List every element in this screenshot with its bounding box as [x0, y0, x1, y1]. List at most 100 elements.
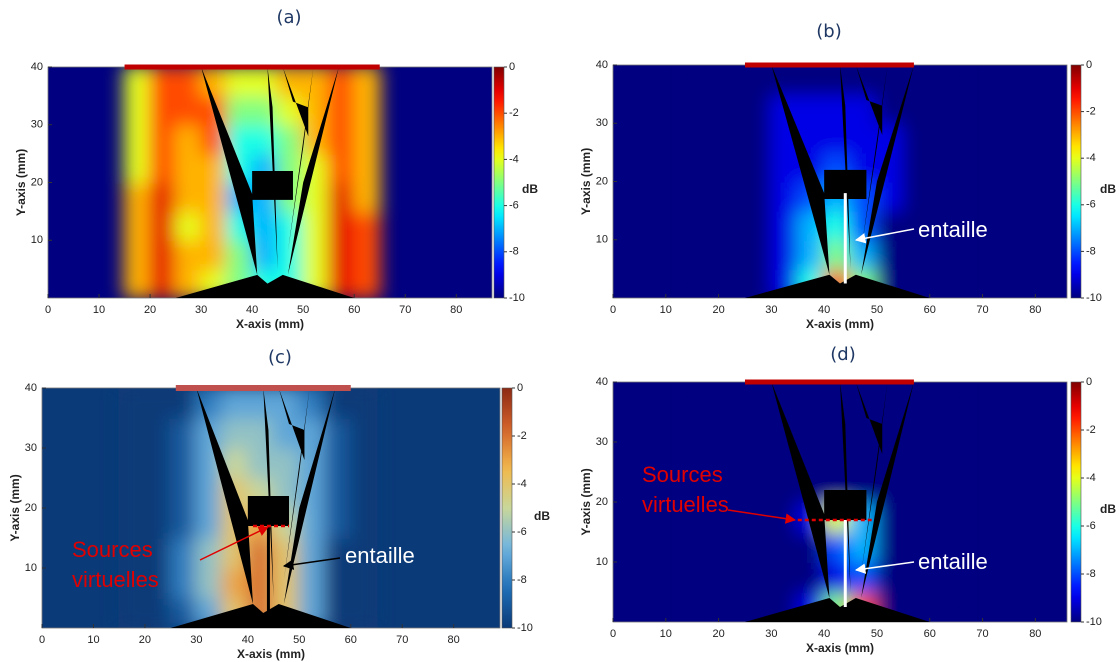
- heatmap-cell: [796, 238, 826, 270]
- x-tick-label: 30: [195, 304, 207, 316]
- heatmap-cell: [691, 267, 720, 298]
- heatmap-cell: [717, 93, 746, 125]
- heatmap-cell: [298, 388, 327, 419]
- heatmap-cell: [349, 417, 378, 449]
- heatmap-cell: [174, 123, 203, 155]
- colorbar: [1070, 64, 1082, 299]
- y-tick-label: 30: [25, 442, 37, 454]
- heatmap-cell: [928, 441, 958, 473]
- colorbar-tick-label: 0: [1086, 376, 1092, 388]
- colorbar: [493, 66, 505, 299]
- annotation: entaille: [918, 549, 988, 574]
- heatmap-cell: [928, 591, 958, 622]
- y-tick-label: 40: [31, 61, 43, 73]
- heatmap-cell: [902, 411, 931, 443]
- colorbar-tick-label: -10: [1086, 292, 1102, 304]
- y-tick-label: 30: [596, 117, 608, 129]
- heatmap-cell: [251, 210, 279, 242]
- y-tick-label: 40: [596, 376, 608, 388]
- heatmap-cell: [691, 382, 720, 413]
- heatmap-cell: [928, 382, 958, 413]
- y-tick-label: 10: [25, 562, 37, 574]
- specimen-outline: [125, 67, 380, 298]
- heatmap-cell: [743, 411, 773, 443]
- heatmap-cell: [349, 537, 378, 569]
- heatmap-cell: [118, 597, 146, 628]
- colorbar-tick-label: -2: [517, 430, 527, 442]
- y-tick-label: 10: [31, 234, 43, 246]
- heatmap-cell: [928, 122, 958, 154]
- heatmap-cell: [324, 417, 352, 449]
- heatmap-cell: [717, 180, 746, 212]
- heatmap-cell: [928, 65, 958, 96]
- heatmap-cell: [195, 567, 224, 599]
- heatmap-cell: [770, 151, 799, 183]
- y-tick-label: 40: [596, 59, 608, 71]
- annotation: virtuelles: [72, 567, 159, 592]
- heatmap-cell: [823, 382, 852, 413]
- heatmap-cell: [169, 417, 198, 449]
- heatmap-cell: [143, 507, 172, 539]
- heatmap-cell: [928, 180, 958, 212]
- heatmap-cell: [118, 537, 146, 569]
- heatmap-cell: [225, 239, 254, 271]
- heatmap-cell: [717, 209, 746, 241]
- heatmap-cell: [691, 471, 720, 503]
- y-tick-label: 40: [25, 382, 37, 394]
- heatmap-cell: [717, 471, 746, 503]
- x-tick-label: 30: [765, 628, 777, 640]
- heatmap-cell: [928, 471, 958, 503]
- panel-title: (a): [276, 7, 301, 28]
- heatmap-cell: [928, 238, 958, 270]
- heatmap-cell: [823, 411, 852, 443]
- x-tick-label: 30: [190, 634, 202, 646]
- x-tick-label: 20: [139, 634, 151, 646]
- heatmap-cell: [902, 209, 931, 241]
- x-tick-label: 70: [396, 634, 408, 646]
- annotations: entaille Sources virtuelles entaille Sou…: [72, 65, 988, 628]
- heatmap-cell: [717, 591, 746, 622]
- x-tick-label: 0: [45, 304, 51, 316]
- x-tick-label: 10: [93, 304, 105, 316]
- y-tick-label: 20: [31, 176, 43, 188]
- heatmap-cell: [143, 477, 172, 509]
- arrow: [727, 509, 797, 524]
- heatmap-cell: [691, 65, 720, 96]
- heatmap-cell: [691, 238, 720, 270]
- heatmap-cell: [849, 238, 878, 270]
- heatmap-cell: [195, 537, 224, 569]
- heatmap-cell: [353, 210, 381, 242]
- x-tick-label: 70: [976, 304, 988, 316]
- colorbar-tick-label: -4: [1086, 472, 1096, 484]
- y-tick-label: 10: [596, 556, 608, 568]
- heatmap-cell: [902, 501, 931, 533]
- x-tick-label: 30: [765, 304, 777, 316]
- heatmap-cell: [246, 447, 275, 479]
- heatmap-cell: [902, 531, 931, 563]
- y-axis-label: Y-axis (mm): [579, 148, 593, 215]
- heatmap-cell: [743, 561, 773, 593]
- heatmap-cell: [353, 123, 381, 155]
- heatmap-cell: [195, 507, 224, 539]
- heatmap-cell: [743, 122, 773, 154]
- panel-title: (d): [830, 344, 855, 365]
- heatmap-cell: [251, 94, 279, 126]
- x-tick-label: 50: [297, 304, 309, 316]
- heatmap-cell: [174, 210, 203, 242]
- heatmap-cell: [174, 94, 203, 126]
- x-tick-label: 60: [924, 304, 936, 316]
- heatmap-cell: [875, 531, 905, 563]
- heatmap-cell: [875, 65, 905, 96]
- arrow: [199, 526, 269, 561]
- colorbar-tick-label: -6: [517, 526, 527, 538]
- heatmap-cell: [327, 210, 356, 242]
- x-tick-label: 60: [348, 304, 360, 316]
- heatmap-cell: [246, 417, 275, 449]
- heatmap-cell: [691, 531, 720, 563]
- heatmap-cell: [174, 152, 203, 184]
- heatmap-cell: [717, 122, 746, 154]
- x-tick-label: 50: [293, 634, 305, 646]
- colorbar-tick-label: 0: [509, 61, 515, 73]
- x-tick-label: 60: [345, 634, 357, 646]
- heatmap-cell: [928, 209, 958, 241]
